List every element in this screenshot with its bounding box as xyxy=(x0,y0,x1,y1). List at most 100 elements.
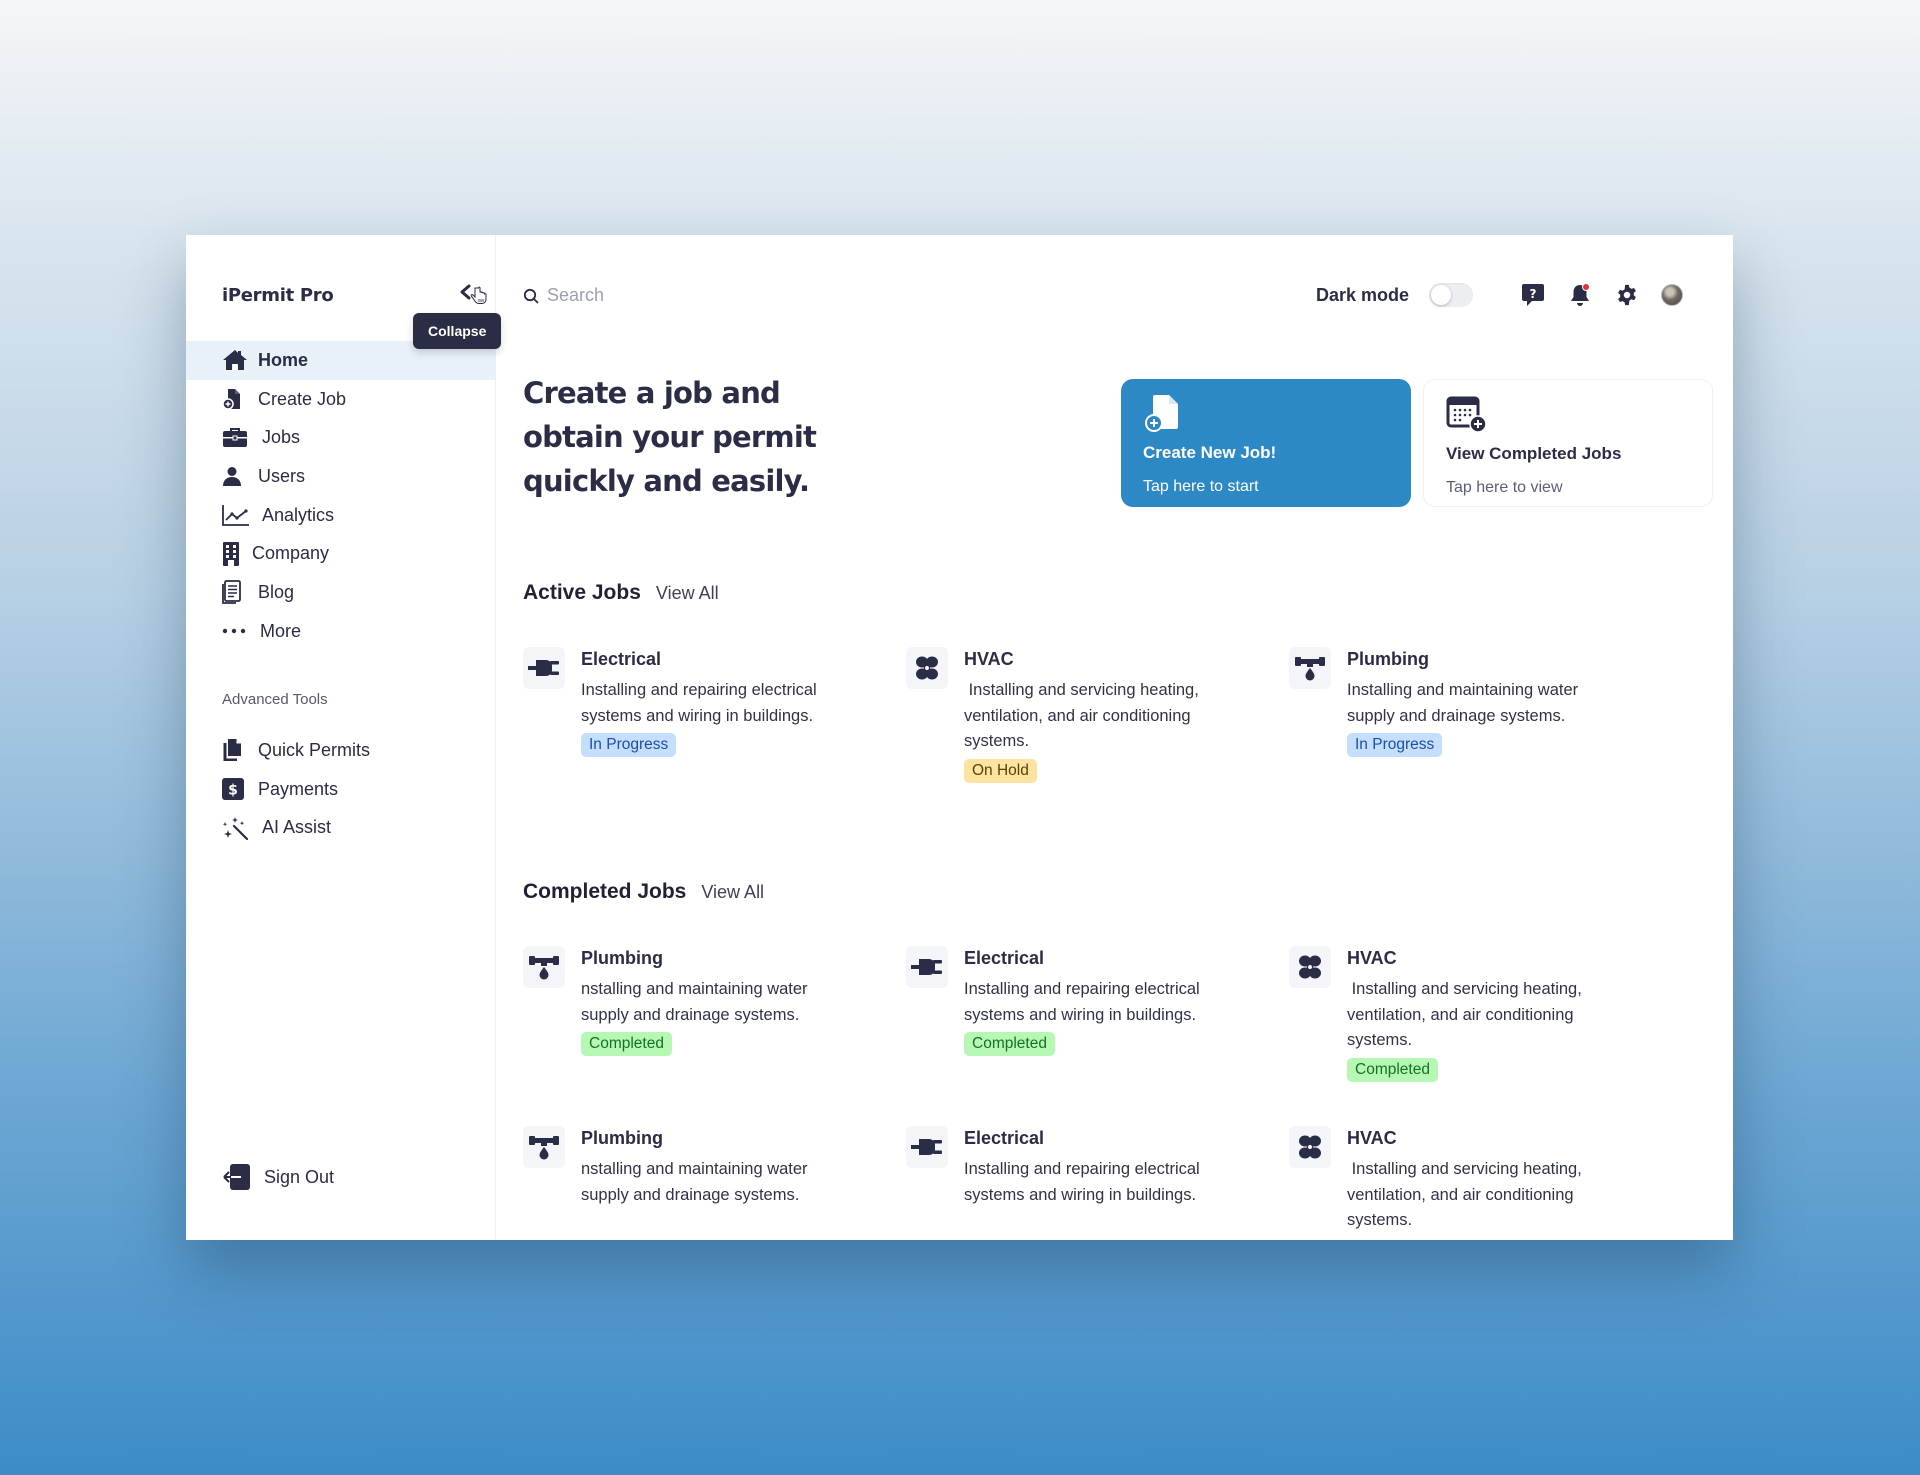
main-nav: Home Create Job Jobs Users xyxy=(186,341,496,651)
completed-job-card[interactable]: Plumbing nstalling and maintaining water… xyxy=(523,946,883,1056)
completed-job-card[interactable]: HVAC Installing and servicing heating, v… xyxy=(1289,946,1649,1082)
job-title: Plumbing xyxy=(581,948,663,968)
view-completed-jobs-card[interactable]: View Completed Jobs Tap here to view xyxy=(1423,379,1713,507)
status-badge: Completed xyxy=(581,1032,672,1056)
sidebar-item-create-job[interactable]: Create Job xyxy=(186,380,496,419)
completed-job-card[interactable]: Electrical Installing and repairing elec… xyxy=(906,946,1266,1056)
completed-jobs-view-all-link[interactable]: View All xyxy=(701,882,765,902)
sidebar-item-quick-permits[interactable]: Quick Permits xyxy=(186,731,496,770)
app-window: iPermit Pro Collapse Home xyxy=(186,235,1733,1240)
fan-icon xyxy=(1289,946,1331,988)
collapse-sidebar-button[interactable] xyxy=(459,282,489,308)
plug-icon xyxy=(906,1126,948,1168)
copy-file-icon xyxy=(222,738,248,762)
job-title: Electrical xyxy=(581,649,662,669)
create-card-title: Create New Job! xyxy=(1143,443,1277,462)
active-job-card[interactable]: HVAC Installing and servicing heating, v… xyxy=(906,647,1266,783)
hero-heading: Create a job and obtain your permit quic… xyxy=(523,371,853,503)
job-description: Installing and servicing heating, ventil… xyxy=(1347,1160,1587,1229)
completed-job-card[interactable]: Plumbing nstalling and maintaining water… xyxy=(523,1126,883,1208)
ellipsis-icon xyxy=(222,619,250,643)
job-description: Installing and servicing heating, ventil… xyxy=(964,681,1204,750)
hero-line-1: Create a job and xyxy=(523,376,781,410)
sidebar-item-ai-assist[interactable]: AI Assist xyxy=(186,808,496,847)
sidebar-item-label: Analytics xyxy=(262,504,335,525)
svg-text:$: $ xyxy=(228,783,238,799)
job-title: HVAC xyxy=(1347,1128,1397,1148)
sidebar-item-payments[interactable]: $ Payments xyxy=(186,770,496,809)
user-avatar[interactable] xyxy=(1661,284,1683,306)
svg-text:?: ? xyxy=(1530,287,1537,301)
job-description: Installing and repairing electrical syst… xyxy=(964,1160,1205,1204)
faucet-icon xyxy=(523,946,565,988)
sign-out-label: Sign Out xyxy=(264,1166,335,1187)
job-title: Electrical xyxy=(964,948,1045,968)
building-icon xyxy=(222,541,242,566)
dark-mode-label: Dark mode xyxy=(1315,284,1409,305)
sidebar-item-company[interactable]: Company xyxy=(186,534,496,573)
job-description: Installing and maintaining water supply … xyxy=(1347,681,1583,725)
top-toolbar: Dark mode ? xyxy=(1316,279,1683,311)
job-description: nstalling and maintaining water supply a… xyxy=(581,1160,813,1204)
help-button[interactable]: ? xyxy=(1520,282,1546,308)
notifications-button[interactable] xyxy=(1567,282,1593,308)
sign-out-button[interactable]: Sign Out xyxy=(222,1163,334,1191)
job-title: Plumbing xyxy=(581,1128,663,1148)
dollar-icon: $ xyxy=(222,777,246,801)
main-content: Dark mode ? Create a job and obtain your… xyxy=(497,235,1733,1240)
completed-jobs-title: Completed Jobs xyxy=(523,880,687,903)
create-card-subtitle: Tap here to start xyxy=(1143,478,1259,495)
chart-line-icon xyxy=(222,503,252,527)
sidebar-item-more[interactable]: More xyxy=(186,612,496,651)
sidebar-item-label: Company xyxy=(252,543,330,564)
sidebar-item-label: Jobs xyxy=(262,427,301,448)
job-description: Installing and repairing electrical syst… xyxy=(581,681,822,725)
search-bar[interactable] xyxy=(523,285,823,306)
job-description: Installing and repairing electrical syst… xyxy=(964,980,1205,1024)
completed-card-title: View Completed Jobs xyxy=(1446,444,1622,463)
sidebar-item-analytics[interactable]: Analytics xyxy=(186,496,496,535)
app-title: iPermit Pro xyxy=(222,285,334,306)
home-icon xyxy=(222,348,248,372)
job-title: HVAC xyxy=(964,649,1014,669)
advanced-nav: Quick Permits $ Payments AI Assist xyxy=(186,731,496,847)
status-badge: In Progress xyxy=(1347,733,1443,757)
faucet-icon xyxy=(523,1126,565,1168)
sidebar-item-label: Blog xyxy=(258,581,295,602)
sidebar-item-jobs[interactable]: Jobs xyxy=(186,418,496,457)
status-badge: Completed xyxy=(1347,1057,1438,1082)
search-input[interactable] xyxy=(547,285,807,306)
help-chat-icon: ? xyxy=(1522,284,1544,306)
magic-wand-icon xyxy=(222,816,250,840)
plug-icon xyxy=(906,946,948,988)
active-jobs-title: Active Jobs xyxy=(523,581,641,604)
hand-cursor-icon xyxy=(470,286,487,304)
active-jobs-view-all-link[interactable]: View All xyxy=(655,583,719,603)
active-job-card[interactable]: Plumbing Installing and maintaining wate… xyxy=(1289,647,1649,757)
status-badge: Completed xyxy=(964,1032,1055,1056)
bell-icon xyxy=(1571,283,1590,306)
fan-icon xyxy=(906,647,948,689)
sidebar-item-label: Home xyxy=(258,349,309,370)
dark-mode-toggle[interactable] xyxy=(1429,283,1473,307)
faucet-icon xyxy=(1289,647,1331,689)
sidebar-item-users[interactable]: Users xyxy=(186,457,496,496)
collapse-tooltip: Collapse xyxy=(413,313,502,349)
completed-jobs-header: Completed Jobs View All xyxy=(523,880,764,904)
file-plus-icon xyxy=(1143,393,1389,433)
completed-job-card[interactable]: HVAC Installing and servicing heating, v… xyxy=(1289,1126,1649,1234)
calendar-plus-icon xyxy=(1446,394,1690,434)
sidebar-item-label: Users xyxy=(258,465,306,486)
status-badge: In Progress xyxy=(581,733,677,757)
file-plus-icon xyxy=(222,387,248,411)
sidebar-item-blog[interactable]: Blog xyxy=(186,573,496,612)
create-new-job-card[interactable]: Create New Job! Tap here to start xyxy=(1121,379,1411,507)
advanced-tools-label: Advanced Tools xyxy=(222,691,328,708)
sidebar-item-label: Create Job xyxy=(258,388,347,409)
job-title: HVAC xyxy=(1347,948,1397,968)
active-job-card[interactable]: Electrical Installing and repairing elec… xyxy=(523,647,883,757)
settings-button[interactable] xyxy=(1614,282,1640,308)
job-description: Installing and servicing heating, ventil… xyxy=(1347,980,1587,1049)
sign-out-icon xyxy=(222,1163,252,1191)
completed-job-card[interactable]: Electrical Installing and repairing elec… xyxy=(906,1126,1266,1208)
